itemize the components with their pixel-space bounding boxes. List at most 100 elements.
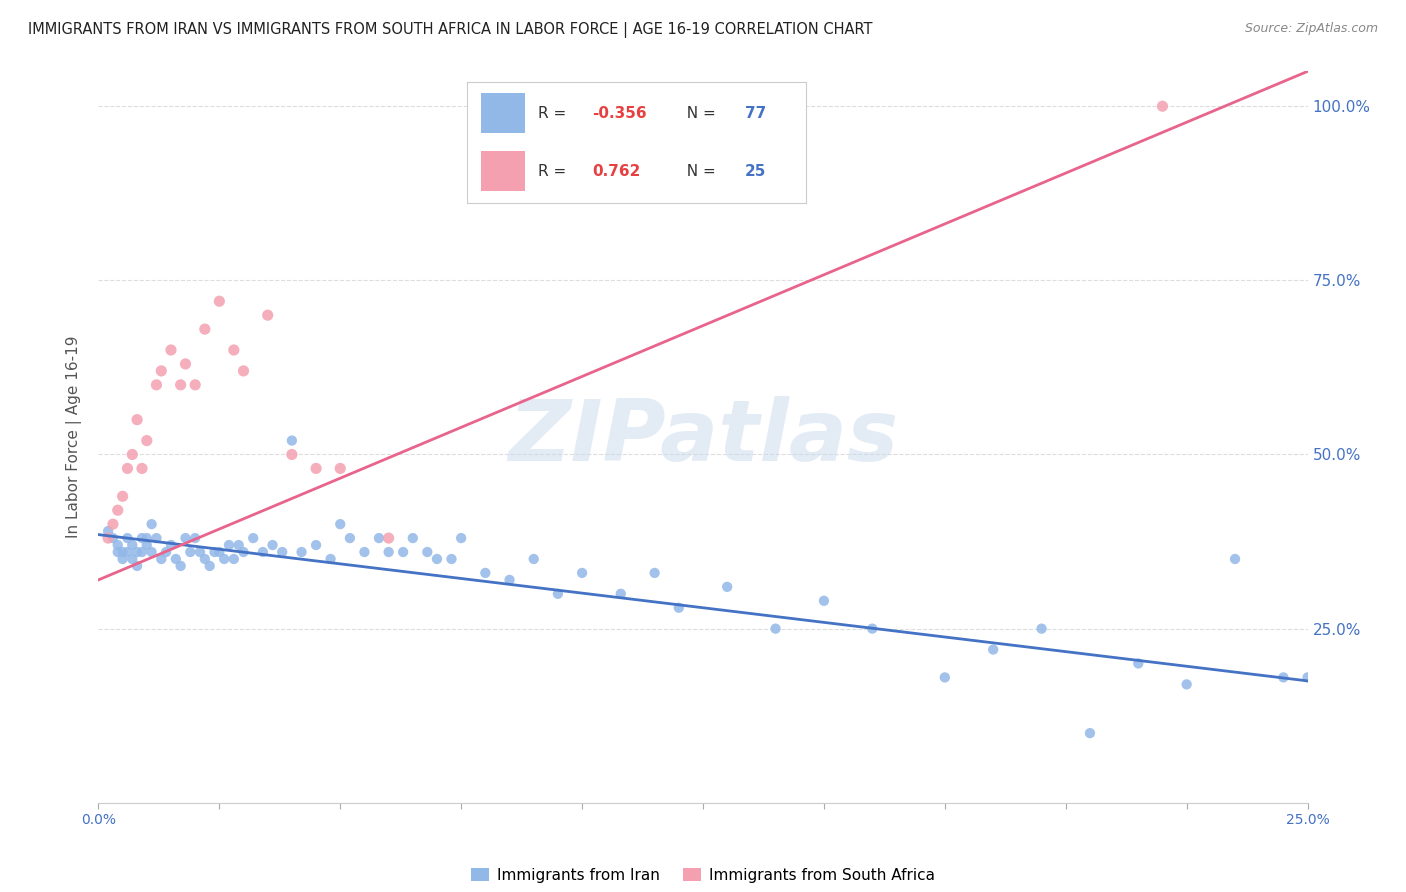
Point <box>121 538 143 552</box>
Point <box>111 552 134 566</box>
Point <box>232 545 254 559</box>
Point <box>547 587 569 601</box>
Point <box>160 343 183 357</box>
Point <box>117 531 139 545</box>
Point <box>252 545 274 559</box>
Point <box>208 545 231 559</box>
Point <box>416 545 439 559</box>
Point <box>1078 726 1101 740</box>
Point <box>184 531 207 545</box>
Point <box>271 545 294 559</box>
Point <box>290 545 312 559</box>
Point <box>117 545 139 559</box>
Point <box>107 503 129 517</box>
Point <box>813 594 835 608</box>
Point <box>281 448 304 462</box>
Point <box>155 545 177 559</box>
Point <box>305 461 328 475</box>
Point <box>194 322 217 336</box>
Point <box>184 377 207 392</box>
Point <box>256 308 278 322</box>
Point <box>97 524 120 538</box>
Point <box>498 573 520 587</box>
Point <box>610 587 633 601</box>
Point <box>281 434 304 448</box>
Point <box>150 364 173 378</box>
Point <box>523 552 546 566</box>
Point <box>141 517 163 532</box>
Point <box>135 531 157 545</box>
Point <box>474 566 496 580</box>
Point <box>765 622 787 636</box>
Text: ZIPatlas: ZIPatlas <box>508 395 898 479</box>
Point <box>127 558 149 573</box>
Point <box>716 580 738 594</box>
Point <box>107 538 129 552</box>
Point <box>1175 677 1198 691</box>
Point <box>111 545 134 559</box>
Point <box>392 545 415 559</box>
Point <box>319 552 342 566</box>
Point <box>179 545 201 559</box>
Point <box>353 545 375 559</box>
Point <box>150 552 173 566</box>
Point <box>218 538 240 552</box>
Point <box>174 357 197 371</box>
Point <box>131 461 153 475</box>
Point <box>377 545 399 559</box>
Text: IMMIGRANTS FROM IRAN VS IMMIGRANTS FROM SOUTH AFRICA IN LABOR FORCE | AGE 16-19 : IMMIGRANTS FROM IRAN VS IMMIGRANTS FROM … <box>28 22 873 38</box>
Legend: Immigrants from Iran, Immigrants from South Africa: Immigrants from Iran, Immigrants from So… <box>465 862 941 889</box>
Point <box>101 531 124 545</box>
Point <box>339 531 361 545</box>
Point <box>117 461 139 475</box>
Point <box>1296 670 1319 684</box>
Point <box>121 448 143 462</box>
Point <box>97 531 120 545</box>
Point <box>169 377 191 392</box>
Point <box>329 517 352 532</box>
Point <box>107 545 129 559</box>
Point <box>377 531 399 545</box>
Point <box>169 558 191 573</box>
Point <box>228 538 250 552</box>
Point <box>141 545 163 559</box>
Point <box>121 552 143 566</box>
Point <box>194 552 217 566</box>
Point <box>127 545 149 559</box>
Point <box>1223 552 1246 566</box>
Point <box>232 364 254 378</box>
Point <box>222 343 245 357</box>
Point <box>1128 657 1150 671</box>
Text: Source: ZipAtlas.com: Source: ZipAtlas.com <box>1244 22 1378 36</box>
Point <box>1031 622 1053 636</box>
Point <box>426 552 449 566</box>
Point <box>1272 670 1295 684</box>
Point <box>668 600 690 615</box>
Point <box>402 531 425 545</box>
Point <box>131 531 153 545</box>
Point <box>208 294 231 309</box>
Point <box>198 558 221 573</box>
Point <box>222 552 245 566</box>
Point <box>135 538 157 552</box>
Point <box>305 538 328 552</box>
Point <box>450 531 472 545</box>
Point <box>165 552 187 566</box>
Point <box>212 552 235 566</box>
Point <box>204 545 226 559</box>
Point <box>174 531 197 545</box>
Point <box>368 531 391 545</box>
Point <box>101 517 124 532</box>
Point <box>111 489 134 503</box>
Point <box>262 538 284 552</box>
Y-axis label: In Labor Force | Age 16-19: In Labor Force | Age 16-19 <box>66 335 83 539</box>
Point <box>981 642 1004 657</box>
Point <box>127 412 149 426</box>
Point <box>188 545 211 559</box>
Point <box>440 552 463 566</box>
Point <box>860 622 883 636</box>
Point <box>934 670 956 684</box>
Point <box>571 566 593 580</box>
Point <box>135 434 157 448</box>
Point <box>145 377 167 392</box>
